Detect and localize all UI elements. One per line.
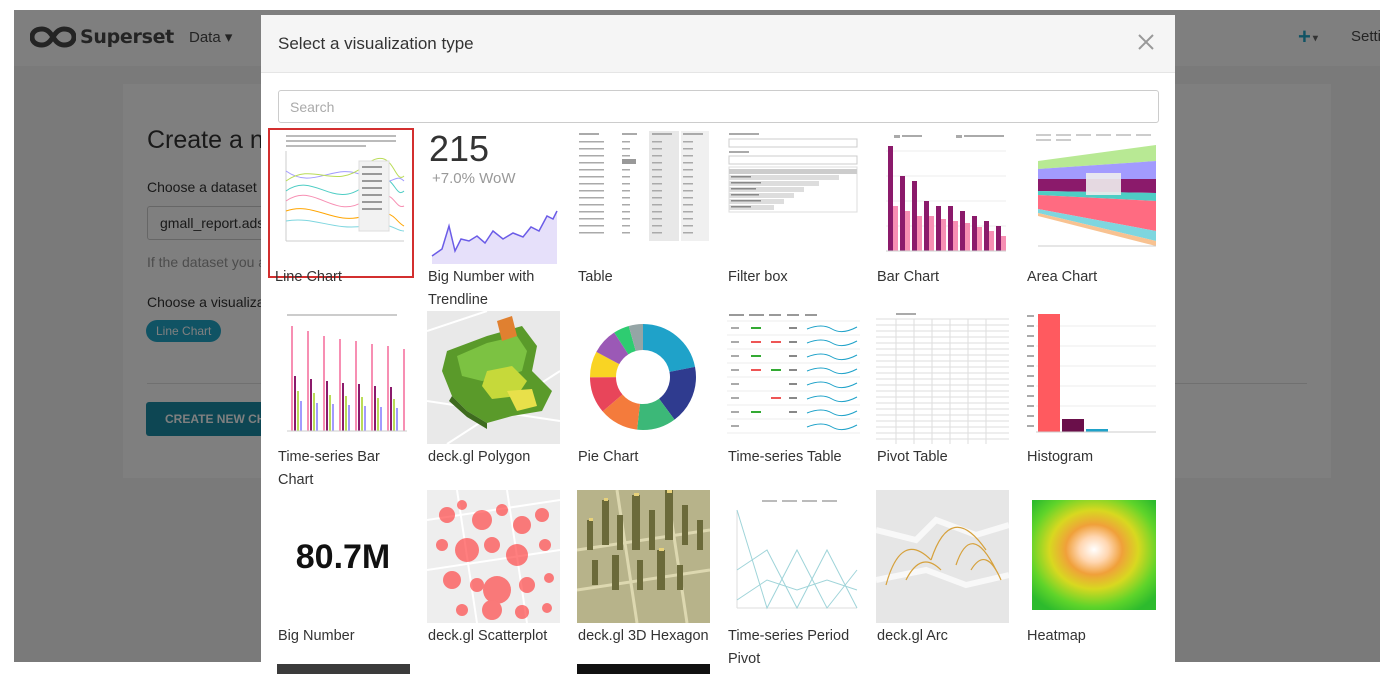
viz-tile-deckgl-arc[interactable]: deck.gl Arc [870, 487, 1016, 644]
tile-label: Filter box [728, 269, 788, 285]
time-series-period-pivot-thumb [727, 490, 860, 623]
tile-label: Time-series Table [728, 449, 842, 465]
viz-tile-deckgl-scatterplot[interactable]: deck.gl Scatterplot [421, 487, 567, 644]
viz-tile-big-number-trendline[interactable]: 215 +7.0% WoW Big Number with Trendline [421, 128, 567, 308]
big-number-text: 80.7M [296, 538, 391, 576]
tile-label: deck.gl Polygon [428, 449, 531, 465]
tile-label: Big Number with Trendline [428, 269, 535, 308]
viz-tile-bar-chart[interactable]: Bar Chart [870, 128, 1016, 285]
big-number-thumb: 80.7M [277, 490, 410, 623]
viz-tile-filter-box[interactable]: Filter box [721, 128, 867, 285]
table-thumb [577, 131, 710, 264]
time-series-table-thumb [727, 311, 860, 444]
viz-tile-pivot-table[interactable]: Pivot Table [870, 308, 1016, 465]
viz-tile-line-chart[interactable]: Line Chart [268, 128, 414, 285]
viz-tile-time-series-period-pivot[interactable]: Time-series Period Pivot [721, 487, 867, 667]
viz-tile-deckgl-3d-hexagon[interactable]: deck.gl 3D Hexagon [571, 487, 717, 644]
filter-box-thumb [727, 131, 860, 264]
partial-thumb [577, 664, 710, 674]
close-icon[interactable] [1135, 31, 1157, 53]
tile-label: Time-series Bar Chart [278, 449, 380, 488]
modal-title: Select a visualization type [278, 34, 474, 53]
viz-tile-time-series-bar[interactable]: Time-series Bar Chart [271, 308, 417, 488]
tile-label: Line Chart [275, 269, 342, 285]
tile-label: Heatmap [1027, 628, 1086, 644]
histogram-thumb [1026, 311, 1159, 444]
heatmap-thumb [1026, 490, 1159, 623]
big-number-value: 215 [429, 131, 489, 169]
tile-label: Area Chart [1027, 269, 1098, 285]
tile-label: deck.gl Scatterplot [428, 628, 548, 644]
modal-header: Select a visualization type [261, 15, 1175, 73]
tile-label: Pie Chart [578, 449, 639, 465]
viz-tile-pie-chart[interactable]: Pie Chart [571, 308, 717, 465]
pivot-table-thumb [876, 311, 1009, 444]
big-number-trendline-thumb: 215 +7.0% WoW [427, 131, 560, 264]
deckgl-polygon-thumb [427, 311, 560, 444]
viz-tile-time-series-table[interactable]: Time-series Table [721, 308, 867, 465]
search-input[interactable] [278, 90, 1159, 123]
viz-tile-partial[interactable] [571, 661, 717, 674]
bar-chart-thumb [876, 131, 1009, 264]
line-chart-thumb [274, 131, 407, 264]
viz-tile-partial[interactable] [271, 661, 417, 674]
tile-label: Table [578, 269, 613, 285]
pie-chart-thumb [577, 311, 710, 444]
tile-label: Bar Chart [877, 269, 940, 285]
tile-label: Big Number [278, 628, 355, 644]
viz-tile-deckgl-polygon[interactable]: deck.gl Polygon [421, 308, 567, 465]
viz-tile-table[interactable]: Table [571, 128, 717, 285]
tile-label: Pivot Table [877, 449, 948, 465]
viz-tile-big-number[interactable]: 80.7M Big Number [271, 487, 417, 644]
deckgl-3d-hexagon-thumb [577, 490, 710, 623]
tile-label: deck.gl Arc [877, 628, 948, 644]
area-chart-thumb [1026, 131, 1159, 264]
tile-label: Time-series Period Pivot [728, 628, 850, 667]
partial-thumb [277, 664, 410, 674]
viz-tile-heatmap[interactable]: Heatmap [1020, 487, 1166, 644]
deckgl-scatterplot-thumb [427, 490, 560, 623]
viz-tile-area-chart[interactable]: Area Chart [1020, 128, 1166, 285]
deckgl-arc-thumb [876, 490, 1009, 623]
tile-label: Histogram [1027, 449, 1094, 465]
tile-label: deck.gl 3D Hexagon [578, 628, 709, 644]
viz-tile-histogram[interactable]: Histogram [1020, 308, 1166, 465]
time-series-bar-thumb [277, 311, 410, 444]
big-number-delta: +7.0% WoW [432, 170, 516, 187]
viz-type-modal: Select a visualization type [261, 15, 1175, 674]
